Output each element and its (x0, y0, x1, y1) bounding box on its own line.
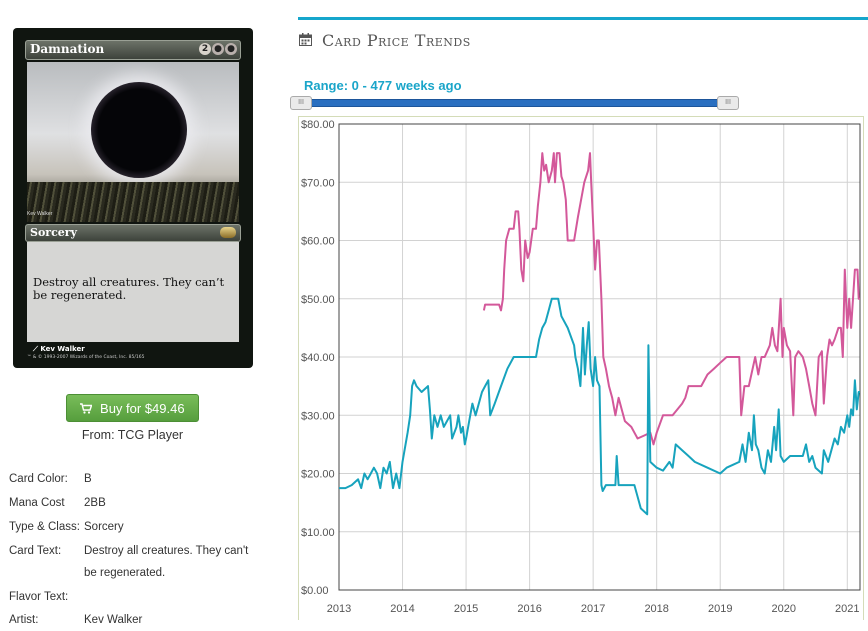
artist-value: Kev Walker (84, 614, 143, 626)
x-tick-label: 2019 (708, 603, 732, 615)
price-series-line-teal (339, 297, 860, 516)
buy-button-label: Buy for $49.46 (100, 401, 185, 416)
plot-area-border (338, 123, 861, 591)
scorched-grass-art (27, 182, 239, 222)
price-series-line-pink (482, 152, 860, 446)
black-sphere-art (91, 82, 187, 178)
flavor-text-label: Flavor Text: (9, 591, 69, 603)
card-name: Damnation (30, 42, 105, 56)
x-tick-label: 2021 (835, 603, 859, 615)
card-text-label: Card Text: (9, 545, 62, 557)
y-tick-label: $80.00 (301, 119, 335, 131)
section-title: Card Price Trends (322, 31, 471, 50)
range-slider-track[interactable] (300, 99, 732, 107)
mana-symbol-generic: 2 (199, 43, 211, 55)
range-slider-handle-start[interactable]: III (290, 96, 312, 110)
x-tick-label: 2018 (644, 603, 668, 615)
x-tick-label: 2014 (390, 603, 414, 615)
artist-label: Artist: (9, 614, 39, 626)
price-trend-chart: $0.00 $10.00 $20.00 $30.00 $40.00 $50.00 $60.0… (301, 119, 861, 615)
card-text-box: Destroy all creatures. They can’t be reg… (27, 242, 239, 342)
x-tick-label: 2013 (327, 603, 351, 615)
range-label: Range: 0 - 477 weeks ago (304, 78, 462, 93)
mana-cost-value: 2BB (84, 497, 106, 509)
section-accent-line (298, 17, 868, 20)
card-copyright: ™ & © 1993-2007 Wizards of the Coast, In… (27, 355, 145, 360)
x-tick-label: 2016 (517, 603, 541, 615)
y-tick-label: $30.00 (301, 410, 335, 422)
y-tick-label: $60.00 (301, 236, 335, 248)
type-class-label: Type & Class: (9, 521, 80, 533)
card-title-bar: Damnation 2 ● ● (25, 40, 241, 60)
x-tick-label: 2020 (772, 603, 796, 615)
shopping-cart-icon (80, 401, 96, 416)
card-type-line: Sorcery (30, 226, 77, 239)
paintbrush-icon: ⟋ (33, 345, 41, 353)
art-credit-small: Kev Walker (27, 211, 53, 217)
y-tick-label: $0.00 (301, 585, 329, 597)
card-artist: ⟋ Kev Walker (33, 345, 85, 354)
y-tick-label: $20.00 (301, 469, 335, 481)
mana-cost-label: Mana Cost (9, 497, 65, 509)
y-tick-label: $10.00 (301, 527, 335, 539)
calendar-icon (299, 33, 312, 51)
range-slider-handle-end[interactable]: III (717, 96, 739, 110)
card-color-value: B (84, 473, 92, 485)
card-image: Damnation 2 ● ● Kev Walker Sorcery Destr… (13, 28, 253, 368)
x-tick-label: 2015 (454, 603, 478, 615)
mana-symbol-black: ● (212, 43, 224, 55)
card-artist-name: Kev Walker (40, 345, 85, 353)
y-tick-label: $40.00 (301, 352, 335, 364)
card-rules-text: Destroy all creatures. They can’t be reg… (33, 275, 225, 302)
set-symbol-icon (220, 227, 236, 238)
y-tick-label: $70.00 (301, 177, 335, 189)
x-tick-label: 2017 (581, 603, 605, 615)
type-class-value: Sorcery (84, 521, 124, 533)
card-type-bar: Sorcery (25, 224, 241, 242)
mana-cost-symbols: 2 ● ● (199, 43, 237, 55)
buy-button[interactable]: Buy for $49.46 (66, 394, 199, 422)
card-text-value: Destroy all creatures. They can't be reg… (84, 545, 249, 579)
card-art (27, 62, 239, 222)
buy-source: From: TCG Player (81, 428, 184, 442)
chart-frame (298, 116, 864, 620)
mana-symbol-black: ● (225, 43, 237, 55)
y-tick-label: $50.00 (301, 294, 335, 306)
card-color-label: Card Color: (9, 473, 68, 485)
